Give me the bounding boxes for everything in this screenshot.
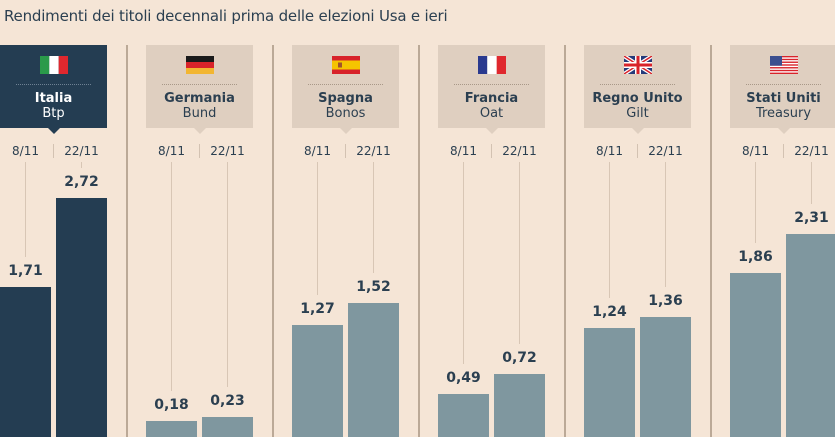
- france-flag-icon: [478, 56, 506, 74]
- bond-name: Oat: [479, 106, 504, 121]
- dotted-separator: [16, 84, 91, 85]
- header-pointer: [194, 128, 206, 134]
- guide-line: [227, 162, 228, 387]
- bar-spagna-22-11: [348, 303, 399, 437]
- header-francia: Francia Oat: [438, 45, 545, 134]
- guide-line: [171, 162, 172, 392]
- header-pointer: [340, 128, 352, 134]
- bond-name: Gilt: [626, 106, 649, 121]
- guide-line: [317, 162, 318, 296]
- bar-regno-unito-8-11: [584, 327, 635, 437]
- dotted-separator: [454, 84, 529, 85]
- spain-flag-icon: [332, 56, 360, 74]
- dotted-separator: [162, 84, 237, 85]
- value-label: 0,49: [446, 369, 481, 386]
- date-separator: [345, 144, 346, 158]
- value-label: 0,18: [154, 397, 189, 414]
- value-label: 1,27: [300, 301, 335, 318]
- guide-line: [81, 162, 82, 168]
- date-label: 22/11: [210, 144, 245, 158]
- value-label: 0,72: [502, 349, 537, 366]
- guide-line: [519, 162, 520, 344]
- guide-line: [463, 162, 464, 364]
- header-pointer: [48, 128, 60, 134]
- panel-divider: [272, 45, 274, 437]
- panel-divider: [564, 45, 566, 437]
- bar-italia-8-11: [0, 286, 51, 437]
- header-regno-unito: Regno Unito Gilt: [584, 45, 691, 134]
- header-stati-uniti: Stati Uniti Treasury: [730, 45, 835, 134]
- dotted-separator: [600, 84, 675, 85]
- country-name: Germania: [164, 91, 235, 106]
- date-separator: [199, 144, 200, 158]
- guide-line: [373, 162, 374, 274]
- guide-line: [609, 162, 610, 298]
- country-name: Regno Unito: [592, 91, 683, 106]
- bar-regno-unito-22-11: [640, 317, 691, 437]
- germany-flag-icon: [186, 56, 214, 74]
- bar-germania-8-11: [146, 421, 197, 437]
- date-separator: [637, 144, 638, 158]
- value-label: 1,86: [738, 249, 773, 266]
- guide-line: [25, 162, 26, 257]
- chart-title: Rendimenti dei titoli decennali prima de…: [4, 7, 448, 25]
- bond-name: Treasury: [755, 106, 812, 121]
- guide-line: [755, 162, 756, 244]
- panel-divider: [418, 45, 420, 437]
- header-pointer: [486, 128, 498, 134]
- date-label: 22/11: [794, 144, 829, 158]
- value-label: 2,72: [64, 173, 99, 190]
- header-germania: Germania Bund: [146, 45, 253, 134]
- bar-spagna-8-11: [292, 325, 343, 437]
- bar-germania-22-11: [202, 416, 253, 437]
- country-name: Stati Uniti: [746, 91, 821, 106]
- panel-divider: [710, 45, 712, 437]
- date-label: 8/11: [304, 144, 331, 158]
- country-name: Francia: [464, 91, 519, 106]
- value-label: 1,24: [592, 303, 627, 320]
- value-label: 1,36: [648, 293, 683, 310]
- header-italia: Italia Btp: [0, 45, 107, 134]
- value-label: 1,71: [8, 262, 43, 279]
- date-label: 8/11: [596, 144, 623, 158]
- bar-italia-22-11: [56, 197, 107, 437]
- bar-francia-22-11: [494, 373, 545, 437]
- guide-line: [811, 162, 812, 204]
- country-name: Spagna: [318, 91, 373, 106]
- value-label: 2,31: [794, 209, 829, 226]
- bar-stati-uniti-22-11: [786, 233, 835, 437]
- bond-name: Bonos: [325, 106, 366, 121]
- usa-flag-icon: [770, 56, 798, 74]
- date-label: 8/11: [450, 144, 477, 158]
- bond-name: Btp: [42, 106, 65, 121]
- date-separator: [783, 144, 784, 158]
- date-label: 8/11: [12, 144, 39, 158]
- date-label: 22/11: [356, 144, 391, 158]
- header-pointer: [778, 128, 790, 134]
- date-label: 8/11: [158, 144, 185, 158]
- value-label: 1,52: [356, 279, 391, 296]
- guide-line: [665, 162, 666, 288]
- date-separator: [53, 144, 54, 158]
- value-label: 0,23: [210, 392, 245, 409]
- country-name: Italia: [34, 91, 73, 106]
- bar-francia-8-11: [438, 393, 489, 437]
- dotted-separator: [308, 84, 383, 85]
- dotted-separator: [746, 84, 821, 85]
- header-pointer: [632, 128, 644, 134]
- bar-stati-uniti-8-11: [730, 273, 781, 437]
- date-label: 22/11: [648, 144, 683, 158]
- bond-name: Bund: [182, 106, 217, 121]
- date-label: 22/11: [502, 144, 537, 158]
- date-separator: [491, 144, 492, 158]
- header-spagna: Spagna Bonos: [292, 45, 399, 134]
- italy-flag-icon: [40, 56, 68, 74]
- date-label: 22/11: [64, 144, 99, 158]
- date-label: 8/11: [742, 144, 769, 158]
- uk-flag-icon: [622, 54, 654, 76]
- panel-divider: [126, 45, 128, 437]
